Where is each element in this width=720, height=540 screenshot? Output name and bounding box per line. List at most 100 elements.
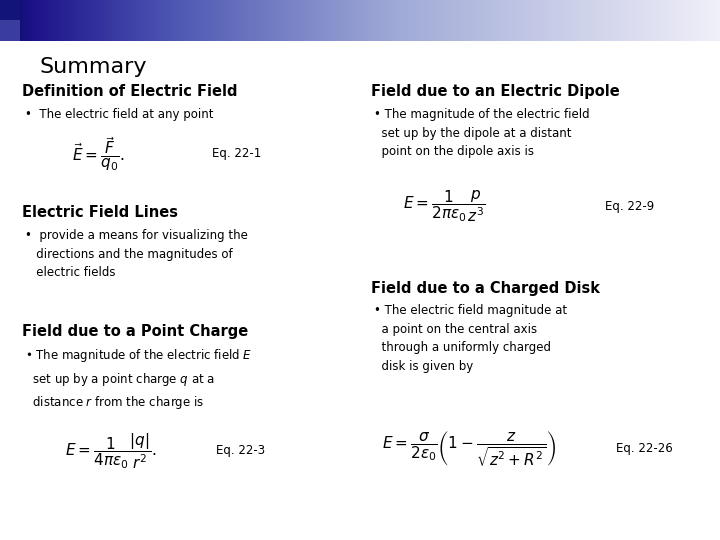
Bar	[683, 0, 685, 40]
Bar	[109, 0, 112, 40]
Bar	[680, 0, 683, 40]
Bar	[702, 0, 704, 40]
Bar	[143, 0, 145, 40]
Bar	[288, 0, 290, 40]
Bar	[668, 0, 670, 40]
Bar	[0, 20, 20, 40]
Bar	[6, 0, 8, 40]
Bar	[533, 0, 535, 40]
Bar	[22, 0, 24, 40]
Bar	[565, 0, 568, 40]
Bar	[685, 0, 688, 40]
Bar	[541, 0, 544, 40]
Bar	[572, 0, 575, 40]
Text: Field due to a Point Charge: Field due to a Point Charge	[22, 324, 248, 339]
Bar	[115, 0, 118, 40]
Bar	[63, 0, 66, 40]
Bar	[359, 0, 361, 40]
Bar	[534, 0, 537, 40]
Bar	[488, 0, 490, 40]
Bar	[81, 0, 84, 40]
Bar	[643, 0, 645, 40]
Bar	[94, 0, 96, 40]
Bar	[539, 0, 541, 40]
Bar	[524, 0, 526, 40]
Bar	[389, 0, 392, 40]
Bar	[83, 0, 85, 40]
Bar	[671, 0, 674, 40]
Bar	[455, 0, 458, 40]
Bar	[209, 0, 212, 40]
Bar	[50, 0, 53, 40]
Bar	[594, 0, 596, 40]
Bar	[677, 0, 679, 40]
Bar	[245, 0, 248, 40]
Bar	[657, 0, 660, 40]
Bar	[85, 0, 87, 40]
Bar	[229, 0, 231, 40]
Bar	[475, 0, 478, 40]
Bar	[140, 0, 143, 40]
Bar	[587, 0, 589, 40]
Bar	[619, 0, 622, 40]
Bar	[517, 0, 519, 40]
Bar	[486, 0, 489, 40]
Bar	[675, 0, 678, 40]
Bar	[616, 0, 618, 40]
Bar	[707, 0, 710, 40]
Bar	[265, 0, 267, 40]
Bar	[205, 0, 208, 40]
Bar	[90, 0, 92, 40]
Bar	[714, 0, 717, 40]
Bar	[577, 0, 580, 40]
Bar	[500, 0, 503, 40]
Bar	[259, 0, 262, 40]
Bar	[4, 0, 6, 40]
Bar	[313, 0, 315, 40]
Bar	[344, 0, 346, 40]
Bar	[315, 0, 318, 40]
Bar	[78, 0, 80, 40]
Bar	[608, 0, 611, 40]
Bar	[580, 0, 582, 40]
Bar	[331, 0, 333, 40]
Bar	[232, 0, 235, 40]
Bar	[266, 0, 269, 40]
Bar	[340, 0, 343, 40]
Bar	[593, 0, 595, 40]
Bar	[210, 0, 213, 40]
Bar	[625, 0, 627, 40]
Bar	[169, 0, 172, 40]
Bar	[191, 0, 193, 40]
Bar	[263, 0, 265, 40]
Bar	[60, 0, 62, 40]
Bar	[68, 0, 71, 40]
Bar	[279, 0, 282, 40]
Bar	[461, 0, 464, 40]
Bar	[585, 0, 588, 40]
Bar	[13, 0, 15, 40]
Bar	[495, 0, 498, 40]
Bar	[402, 0, 404, 40]
Bar	[655, 0, 658, 40]
Bar	[150, 0, 152, 40]
Bar	[287, 0, 289, 40]
Bar	[603, 0, 606, 40]
Bar	[482, 0, 485, 40]
Bar	[400, 0, 402, 40]
Bar	[43, 0, 46, 40]
Bar	[410, 0, 413, 40]
Bar	[275, 0, 278, 40]
Bar	[162, 0, 165, 40]
Text: • The magnitude of the electric field $E$
  set up by a point charge $q$ at a
  : • The magnitude of the electric field $E…	[25, 347, 253, 411]
Text: Eq. 22-9: Eq. 22-9	[605, 200, 654, 213]
Bar	[448, 0, 451, 40]
Bar	[297, 0, 300, 40]
Bar	[196, 0, 199, 40]
Bar	[325, 0, 328, 40]
Bar	[335, 0, 337, 40]
Bar	[171, 0, 174, 40]
Bar	[452, 0, 454, 40]
Bar	[397, 0, 400, 40]
Bar	[713, 0, 715, 40]
